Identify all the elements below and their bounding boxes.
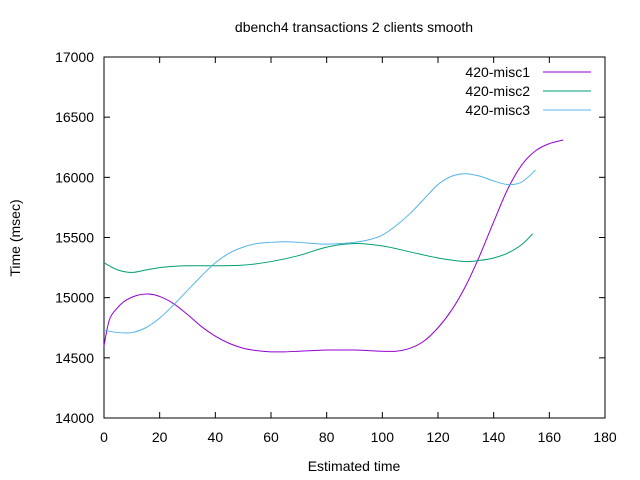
y-tick-label: 14500 — [55, 350, 94, 366]
series-line-420-misc3 — [103, 169, 536, 334]
x-tick-label: 160 — [538, 429, 562, 445]
y-tick-label: 14000 — [55, 410, 94, 426]
x-tick-label: 40 — [208, 429, 224, 445]
legend: 420-misc1 420-misc2 420-misc3 — [465, 64, 591, 118]
x-tick-label: 20 — [152, 429, 168, 445]
legend-label: 420-misc3 — [465, 102, 530, 118]
series-line-420-misc1 — [103, 139, 564, 353]
x-tick-label: 80 — [319, 429, 335, 445]
y-tick-label: 16000 — [55, 169, 94, 185]
x-tick-label: 140 — [482, 429, 506, 445]
chart-title: dbench4 transactions 2 clients smooth — [235, 19, 473, 35]
x-tick-label: 120 — [426, 429, 450, 445]
y-tick-label: 15000 — [55, 290, 94, 306]
series-line-420-misc2 — [103, 233, 533, 273]
x-tick-label: 180 — [593, 429, 617, 445]
legend-label: 420-misc2 — [465, 83, 530, 99]
x-tick-label: 0 — [100, 429, 108, 445]
ticks-group: 0 20 40 60 80 100 120 140 160 180 14000 14500 15000 1… — [55, 49, 617, 445]
x-tick-label: 60 — [263, 429, 279, 445]
x-axis-label: Estimated time — [308, 458, 401, 474]
series-lines-group — [103, 139, 564, 353]
y-tick-label: 16500 — [55, 109, 94, 125]
y-axis-label: Time (msec) — [7, 199, 23, 276]
y-tick-label: 17000 — [55, 49, 94, 65]
legend-label: 420-misc1 — [465, 64, 530, 80]
y-tick-label: 15500 — [55, 230, 94, 246]
x-tick-label: 100 — [371, 429, 395, 445]
